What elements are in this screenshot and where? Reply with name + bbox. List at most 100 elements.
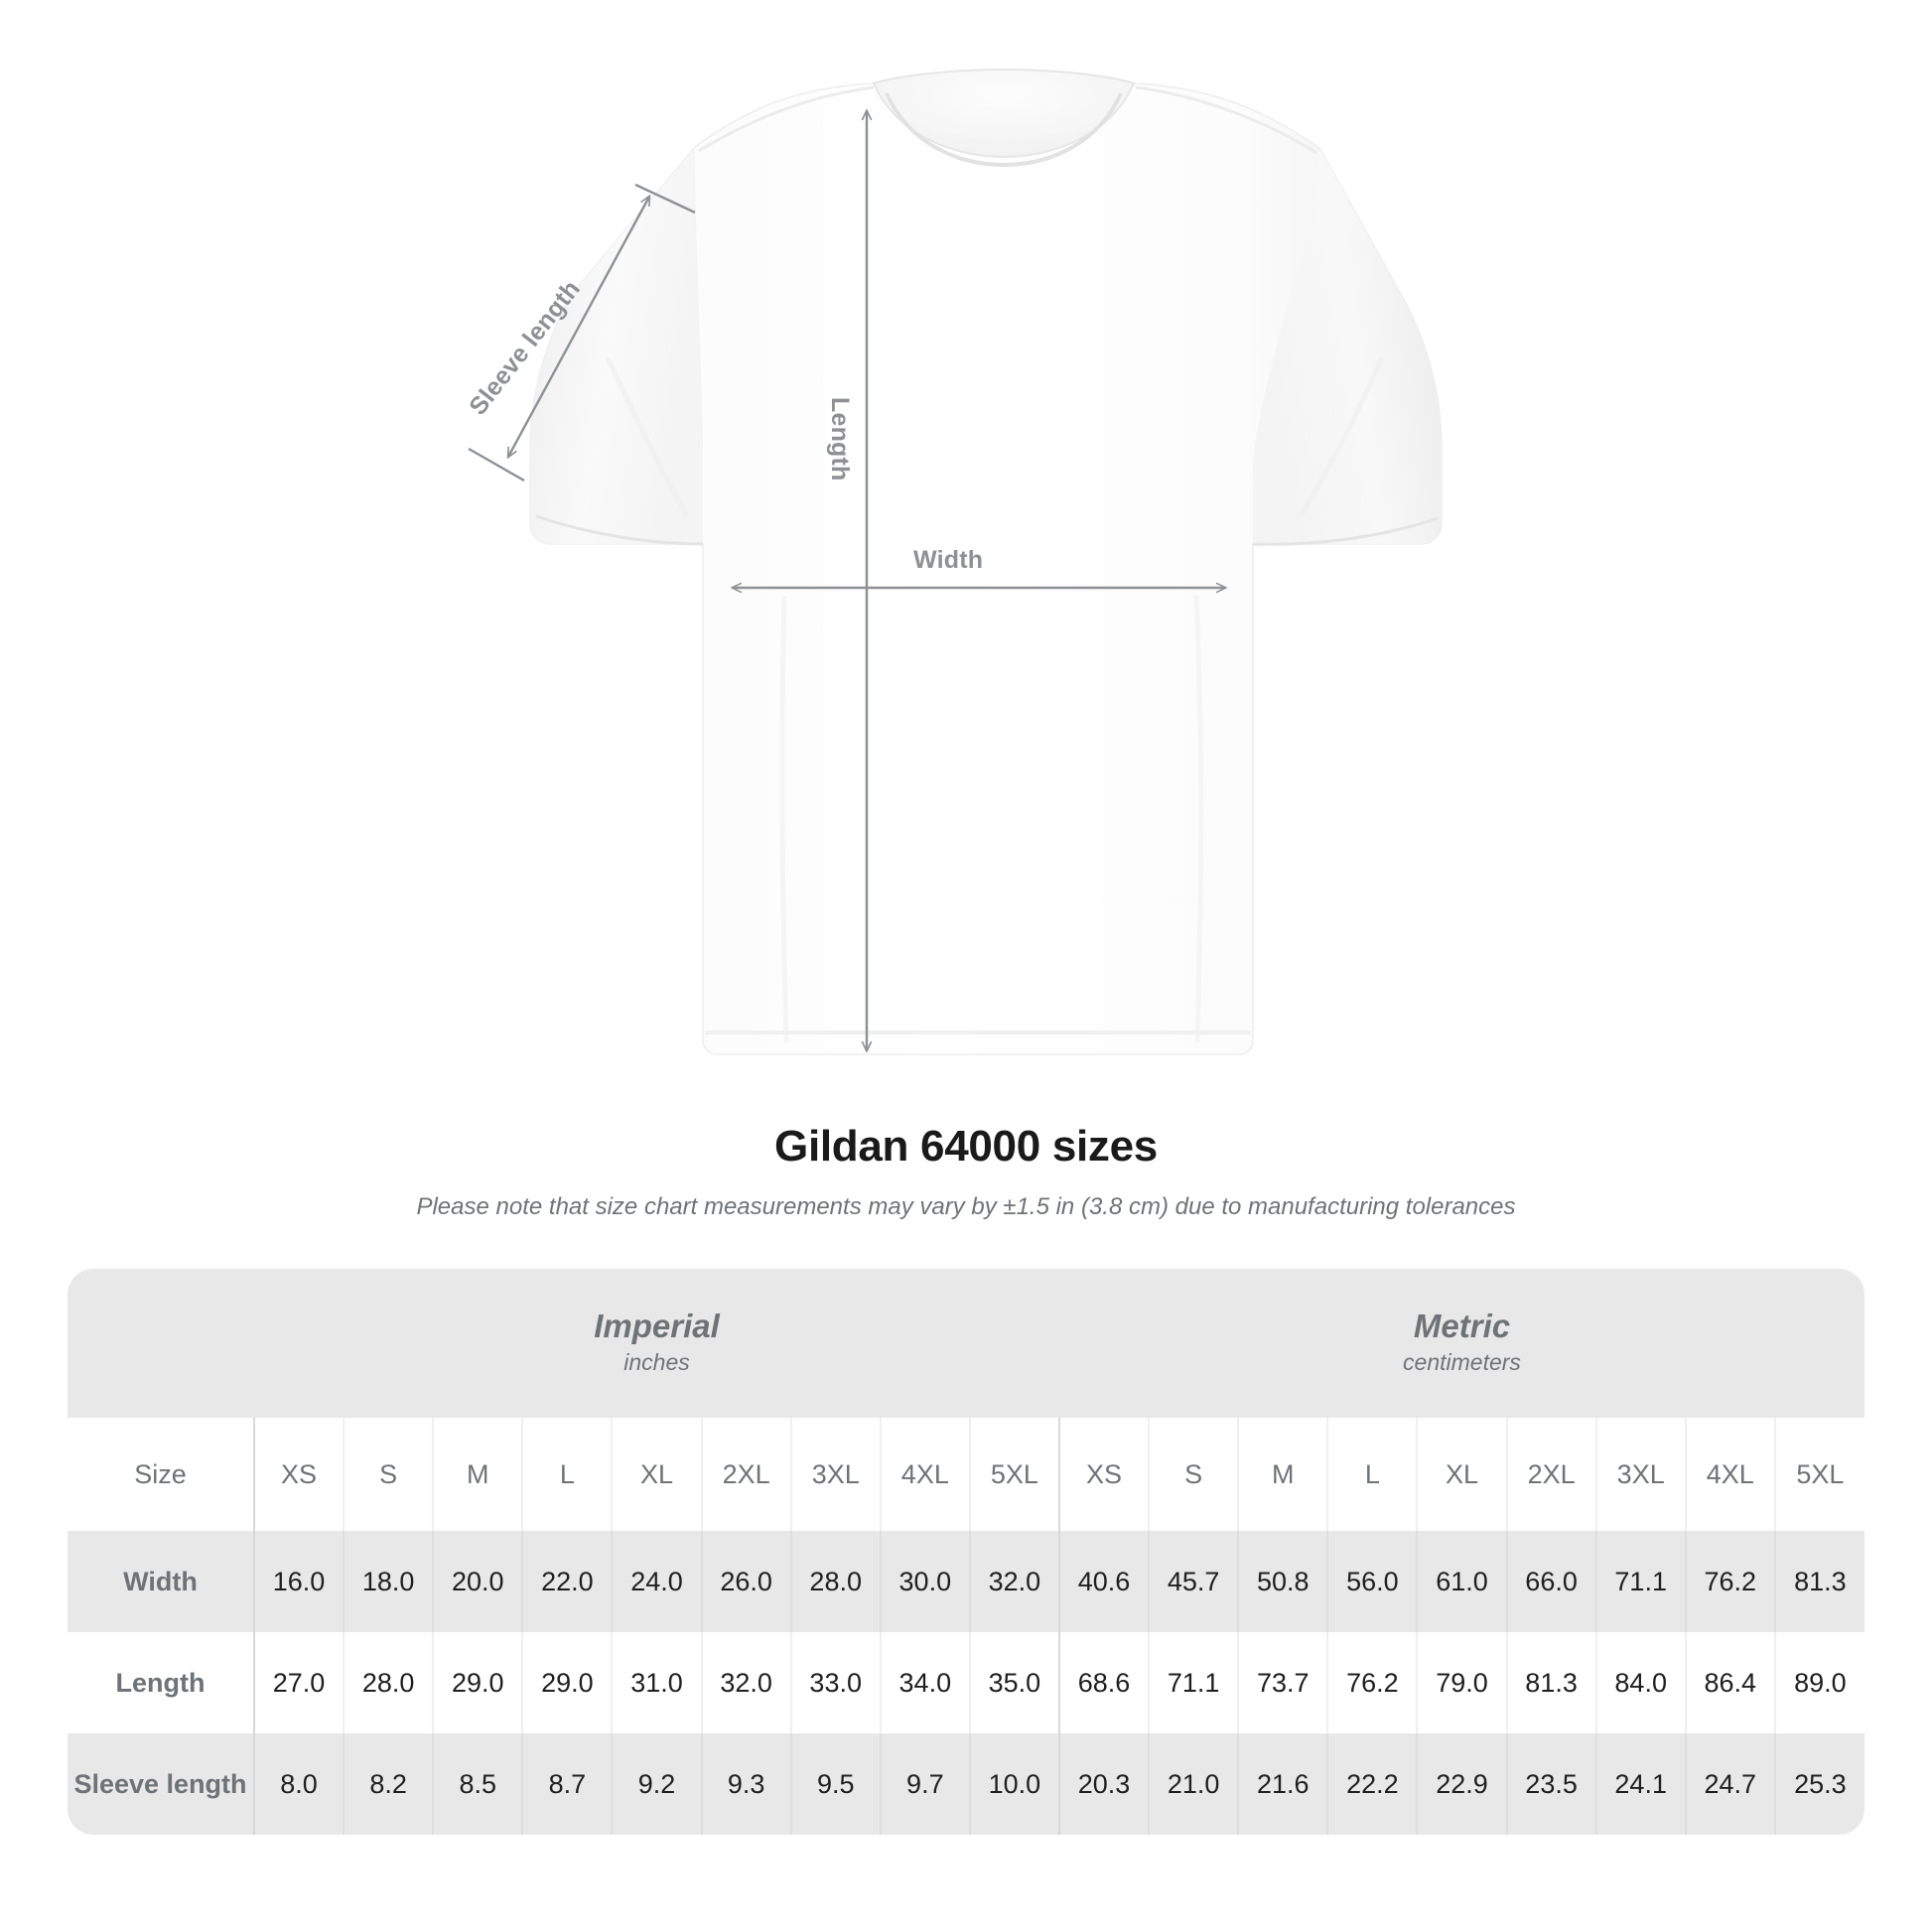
cell-imperial-2xl: 32.0 [700, 1632, 791, 1733]
cell-imperial-m: 8.5 [432, 1733, 523, 1835]
unit-group-header-row: Imperial inches Metric centimeters [68, 1269, 1864, 1418]
cell-imperial-xs: 16.0 [252, 1531, 345, 1632]
cell-metric-4xl: 76.2 [1684, 1531, 1775, 1632]
size-header-row: Size XS S M L XL 2XL 3XL 4XL 5XL XS S M L XL 2XL 3XL 4XL 5… [68, 1418, 1864, 1531]
cell-metric-m: 50.8 [1237, 1531, 1328, 1632]
cell-imperial-xl: 31.0 [611, 1632, 702, 1733]
cell-imperial-5xl: 10.0 [968, 1733, 1059, 1835]
dimension-lines [468, 111, 1225, 1050]
table-row: Width 16.0 18.0 20.0 22.0 24.0 26.0 28.0 30.0 32.… [68, 1531, 1864, 1632]
cell-metric-3xl: 71.1 [1594, 1531, 1686, 1632]
cell-imperial-3xl: 28.0 [789, 1531, 881, 1632]
cell-imperial-2xl: 26.0 [700, 1531, 791, 1632]
cell-imperial-s: 8.2 [343, 1733, 434, 1835]
cell-metric-xl: 61.0 [1416, 1531, 1507, 1632]
cell-imperial-s: 18.0 [343, 1531, 434, 1632]
cell-metric-s: 71.1 [1148, 1632, 1239, 1733]
size-header-metric-4xl: 4XL [1684, 1418, 1775, 1531]
size-header-metric-m: M [1237, 1418, 1328, 1531]
cell-metric-l: 76.2 [1326, 1632, 1418, 1733]
cell-metric-s: 21.0 [1148, 1733, 1239, 1835]
cell-metric-3xl: 24.1 [1594, 1733, 1686, 1835]
unit-group-subtitle: centimeters [1403, 1348, 1521, 1375]
unit-group-name: Imperial [594, 1307, 720, 1344]
cell-metric-2xl: 66.0 [1505, 1531, 1596, 1632]
shirt-silhouette [529, 68, 1443, 1055]
cell-imperial-s: 28.0 [343, 1632, 434, 1733]
size-header-metric-xs: XS [1057, 1418, 1150, 1531]
cell-imperial-5xl: 35.0 [968, 1632, 1059, 1733]
size-header-metric-2xl: 2XL [1505, 1418, 1596, 1531]
cell-metric-xs: 40.6 [1057, 1531, 1150, 1632]
unit-group-imperial: Imperial inches [254, 1269, 1059, 1418]
size-chart-table-container: Imperial inches Metric centimeters Size XS S M L… [68, 1269, 1864, 1835]
size-header-imperial-xl: XL [611, 1418, 702, 1531]
cell-metric-l: 22.2 [1326, 1733, 1418, 1835]
unit-group-metric: Metric centimeters [1058, 1269, 1864, 1418]
cell-imperial-3xl: 9.5 [789, 1733, 881, 1835]
cell-imperial-4xl: 34.0 [879, 1632, 970, 1733]
cell-imperial-5xl: 32.0 [968, 1531, 1059, 1632]
tshirt-illustration [468, 68, 1443, 1055]
size-header-imperial-3xl: 3XL [789, 1418, 881, 1531]
sleeve-dimension-line [508, 197, 649, 457]
size-header-metric-xl: XL [1416, 1418, 1507, 1531]
cell-imperial-l: 8.7 [521, 1733, 613, 1835]
tshirt-diagram: Width Length Sleeve length [464, 68, 1443, 1055]
cell-imperial-xs: 8.0 [252, 1733, 345, 1835]
row-label-length: Length [68, 1632, 254, 1733]
cell-imperial-m: 20.0 [432, 1531, 523, 1632]
cell-imperial-xl: 24.0 [611, 1531, 702, 1632]
cell-imperial-4xl: 9.7 [879, 1733, 970, 1835]
width-dimension-label: Width [913, 546, 984, 574]
row-label-sleeve-length: Sleeve length [68, 1733, 254, 1835]
cell-imperial-4xl: 30.0 [879, 1531, 970, 1632]
size-header-imperial-l: L [521, 1418, 613, 1531]
row-label-width: Width [68, 1531, 254, 1632]
cell-imperial-m: 29.0 [432, 1632, 523, 1733]
size-header-metric-s: S [1148, 1418, 1239, 1531]
cell-metric-xl: 79.0 [1416, 1632, 1507, 1733]
cell-metric-2xl: 23.5 [1505, 1733, 1596, 1835]
cell-metric-l: 56.0 [1326, 1531, 1418, 1632]
table-row: Sleeve length 8.0 8.2 8.5 8.7 9.2 9.3 9.5 9.7 10.… [68, 1733, 1864, 1835]
tolerance-note: Please note that size chart measurements… [416, 1193, 1516, 1220]
table-corner-spacer [68, 1269, 254, 1418]
cell-metric-xs: 68.6 [1057, 1632, 1150, 1733]
cell-imperial-l: 22.0 [521, 1531, 613, 1632]
cell-metric-3xl: 84.0 [1594, 1632, 1686, 1733]
size-header-imperial-4xl: 4XL [879, 1418, 970, 1531]
size-header-metric-5xl: 5XL [1773, 1418, 1864, 1531]
size-chart-heading: Gildan 64000 sizes Please note that size… [0, 1112, 1932, 1221]
cell-imperial-2xl: 9.3 [700, 1733, 791, 1835]
size-column-label: Size [68, 1418, 254, 1531]
cell-metric-5xl: 25.3 [1773, 1733, 1864, 1835]
cell-metric-m: 73.7 [1237, 1632, 1328, 1733]
size-header-imperial-2xl: 2XL [700, 1418, 791, 1531]
size-chart-table: Imperial inches Metric centimeters Size XS S M L… [68, 1269, 1864, 1835]
cell-metric-m: 21.6 [1237, 1733, 1328, 1835]
cell-imperial-xs: 27.0 [252, 1632, 345, 1733]
cell-metric-xl: 22.9 [1416, 1733, 1507, 1835]
cell-metric-4xl: 24.7 [1684, 1733, 1775, 1835]
size-header-imperial-5xl: 5XL [968, 1418, 1059, 1531]
cell-metric-s: 45.7 [1148, 1531, 1239, 1632]
unit-group-subtitle: inches [623, 1348, 690, 1375]
cell-metric-5xl: 81.3 [1773, 1531, 1864, 1632]
cell-metric-xs: 20.3 [1057, 1733, 1150, 1835]
length-dimension-label: Length [826, 397, 854, 482]
table-row: Length 27.0 28.0 29.0 29.0 31.0 32.0 33.0 34.0 35… [68, 1632, 1864, 1733]
size-header-imperial-s: S [343, 1418, 434, 1531]
size-header-imperial-xs: XS [252, 1418, 345, 1531]
size-header-metric-l: L [1326, 1418, 1418, 1531]
cell-imperial-l: 29.0 [521, 1632, 613, 1733]
cell-metric-5xl: 89.0 [1773, 1632, 1864, 1733]
size-header-imperial-m: M [432, 1418, 523, 1531]
unit-group-name: Metric [1413, 1307, 1511, 1344]
cell-metric-4xl: 86.4 [1684, 1632, 1775, 1733]
size-header-metric-3xl: 3XL [1594, 1418, 1686, 1531]
cell-imperial-xl: 9.2 [611, 1733, 702, 1835]
page-title: Gildan 64000 sizes [774, 1122, 1158, 1171]
cell-metric-2xl: 81.3 [1505, 1632, 1596, 1733]
cell-imperial-3xl: 33.0 [789, 1632, 881, 1733]
